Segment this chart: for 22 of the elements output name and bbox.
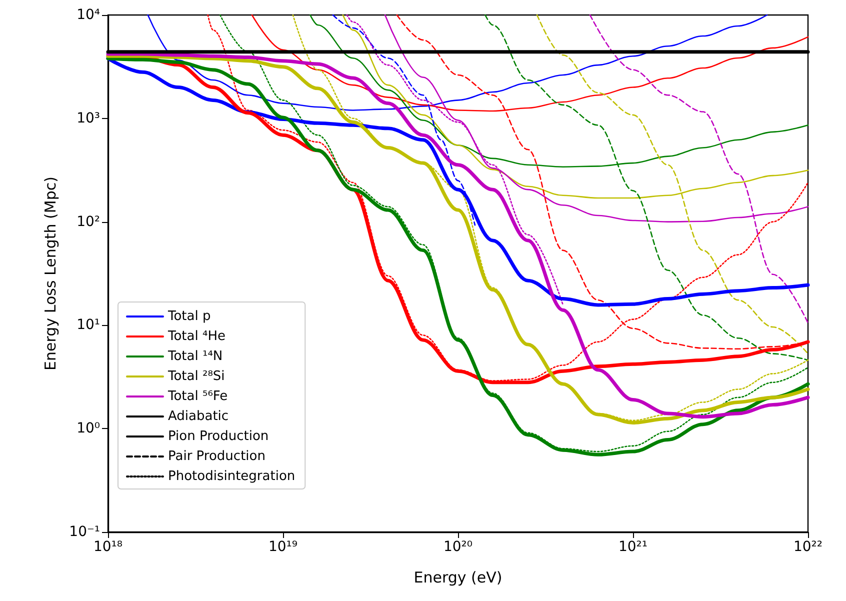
legend-label: Total p (167, 309, 211, 324)
x-axis-title: Energy (eV) (414, 568, 502, 586)
legend-label: Total ⁴He (167, 329, 226, 344)
legend-label: Pair Production (168, 449, 266, 464)
x-tick-label: 10²¹ (618, 539, 648, 555)
y-tick-label: 10⁰ (76, 420, 100, 437)
y-tick-label: 10¹ (76, 317, 100, 334)
x-tick-label: 10²² (793, 539, 823, 555)
x-tick-label: 10¹⁹ (268, 539, 298, 555)
legend-label: Adiabatic (168, 409, 229, 424)
legend-label: Pion Production (168, 429, 269, 444)
legend-label: Total ²⁸Si (167, 369, 225, 384)
y-tick-label: 10³ (76, 110, 100, 126)
y-tick-label: 10² (76, 214, 100, 230)
legend-label: Photodisintegration (168, 469, 296, 484)
y-tick-label: 10⁻¹ (69, 524, 100, 540)
legend-label: Total ⁵⁶Fe (167, 389, 228, 404)
x-tick-label: 10¹⁸ (93, 539, 123, 555)
y-tick-label: 10⁴ (76, 7, 100, 23)
x-tick-label: 10²⁰ (443, 539, 473, 555)
y-axis-title: Energy Loss Length (Mpc) (42, 176, 60, 370)
legend-label: Total ¹⁴N (167, 349, 223, 364)
